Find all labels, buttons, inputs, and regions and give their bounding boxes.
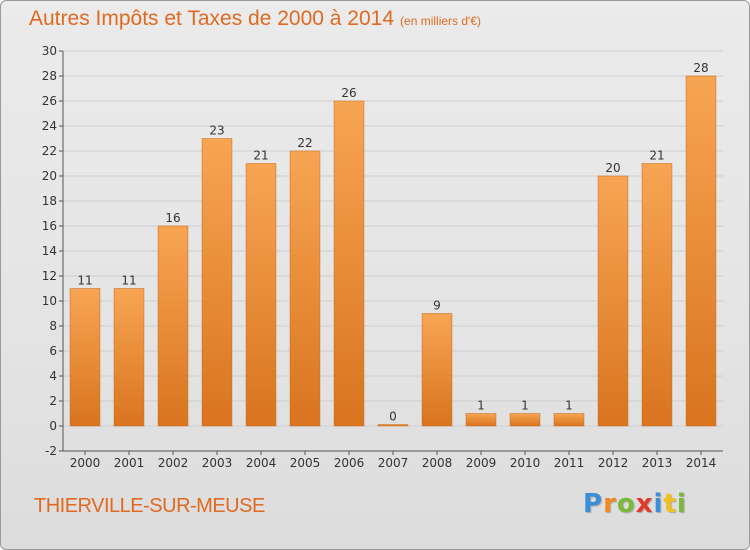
bar-2000	[69, 288, 101, 427]
x-tick-label: 2014	[686, 456, 717, 470]
y-tick-label: 2	[49, 394, 57, 408]
data-label-2002: 16	[165, 211, 180, 225]
bar-2013	[641, 163, 673, 427]
x-tick-label: 2011	[554, 456, 585, 470]
logo-letter: t	[663, 489, 677, 519]
x-tick-label: 2008	[422, 456, 453, 470]
y-tick-label: 28	[42, 69, 57, 83]
x-tick-label: 2013	[642, 456, 673, 470]
data-label-2007: 0	[389, 410, 397, 424]
data-label-2013: 21	[649, 149, 664, 163]
x-tick-label: 2009	[466, 456, 497, 470]
y-tick-label: 14	[42, 244, 57, 258]
bar-2007	[377, 424, 409, 427]
y-tick-label: 16	[42, 219, 57, 233]
bar-2014	[685, 75, 717, 427]
x-tick-label: 2012	[598, 456, 629, 470]
bar-2006	[333, 100, 365, 427]
x-tick-label: 2000	[70, 456, 101, 470]
y-tick-label: 20	[42, 169, 57, 183]
bar-2005	[289, 150, 321, 427]
logo-letter: P	[583, 489, 604, 519]
x-tick-label: 2002	[158, 456, 189, 470]
y-tick-label: 6	[49, 344, 57, 358]
city-name: THIERVILLE-SUR-MEUSE	[34, 495, 265, 517]
bar-2001	[113, 288, 145, 427]
bar-2011	[553, 413, 585, 427]
bar-2003	[201, 138, 233, 427]
data-label-2008: 9	[433, 299, 441, 313]
y-tick-label: 12	[42, 269, 57, 283]
y-tick-label: 4	[49, 369, 57, 383]
bar-2004	[245, 163, 277, 427]
data-label-2010: 1	[521, 399, 529, 413]
bar-2008	[421, 313, 453, 427]
bar-2012	[597, 175, 629, 427]
y-tick-label: 26	[42, 94, 57, 108]
data-label-2000: 11	[77, 274, 92, 288]
chart-subtitle: (en milliers d'€)	[400, 14, 482, 28]
y-tick-label: 8	[49, 319, 57, 333]
x-tick-label: 2003	[202, 456, 233, 470]
y-tick-label: 0	[49, 419, 57, 433]
data-label-2014: 28	[693, 61, 708, 75]
data-label-2003: 23	[209, 124, 224, 138]
x-tick-label: 2004	[246, 456, 277, 470]
x-tick-label: 2007	[378, 456, 409, 470]
data-label-2006: 26	[341, 86, 356, 100]
logo-letter: x	[635, 489, 654, 519]
chart-title: Autres Impôts et Taxes de 2000 à 2014 (en…	[29, 7, 481, 31]
bar-2002	[157, 225, 189, 427]
data-label-2009: 1	[477, 399, 485, 413]
data-label-2005: 22	[297, 136, 312, 150]
bars	[69, 75, 717, 427]
y-tick-label: 10	[42, 294, 57, 308]
y-tick-label: 24	[42, 119, 57, 133]
bar-2010	[509, 413, 541, 427]
y-tick-label: 22	[42, 144, 57, 158]
x-tick-label: 2005	[290, 456, 321, 470]
logo-letter: r	[603, 489, 617, 519]
data-label-2004: 21	[253, 149, 268, 163]
data-label-2012: 20	[605, 161, 620, 175]
y-tick-label: 18	[42, 194, 57, 208]
data-label-2001: 11	[121, 274, 136, 288]
data-label-2011: 1	[565, 399, 573, 413]
proxiti-logo: Proxiti	[583, 489, 687, 519]
logo-letter: i	[653, 489, 664, 519]
x-tick-label: 2010	[510, 456, 541, 470]
y-tick-label: 30	[42, 44, 57, 58]
logo-letter: o	[616, 489, 636, 519]
x-tick-label: 2006	[334, 456, 365, 470]
logo-letter: i	[676, 489, 687, 519]
y-tick-label: -2	[45, 444, 57, 458]
x-tick-label: 2001	[114, 456, 145, 470]
bar-2009	[465, 413, 497, 427]
chart-title-text: Autres Impôts et Taxes de 2000 à 2014	[29, 7, 395, 30]
